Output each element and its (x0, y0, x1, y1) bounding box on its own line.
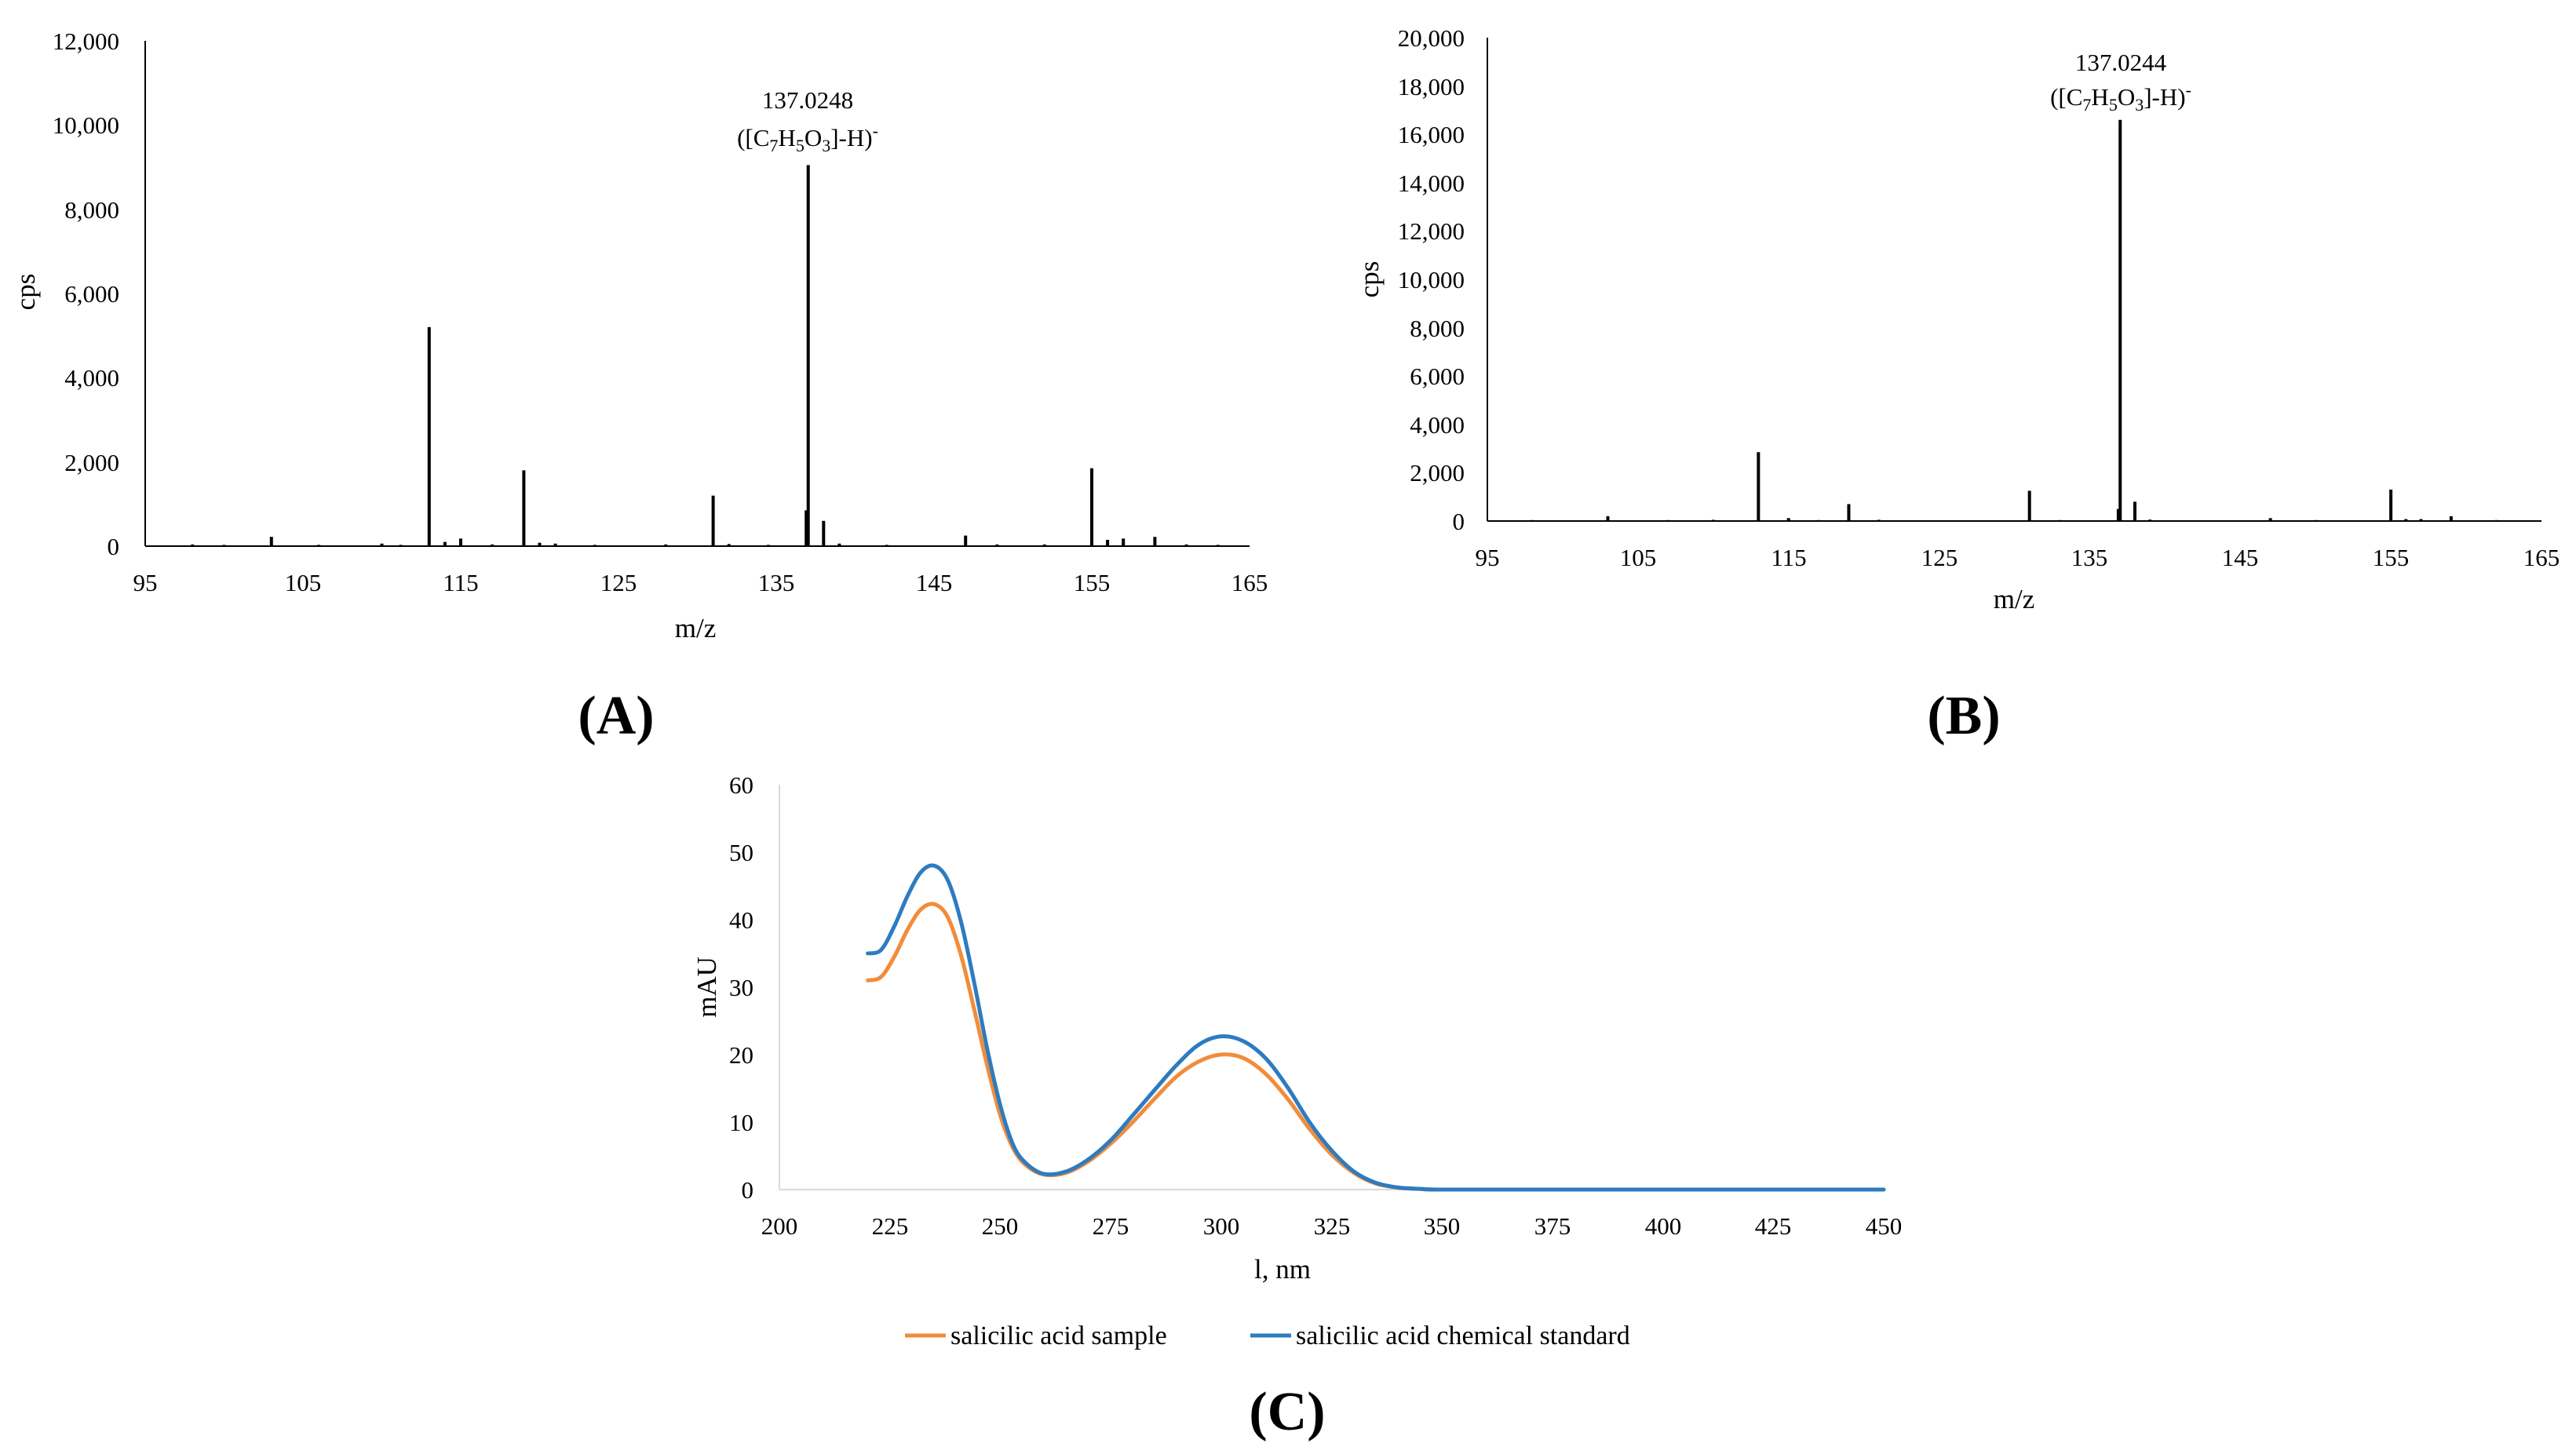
chart-a-ytick: 2,000 (64, 449, 119, 476)
chart-a-y-ticks: 0 2,000 4,000 6,000 8,000 10,000 12,000 (53, 27, 119, 560)
chart-c-xtick: 350 (1424, 1212, 1461, 1240)
chart-c-ytick: 40 (729, 906, 753, 934)
chart-b-ylabel: cps (1354, 261, 1385, 298)
chart-b-xtick: 115 (1771, 544, 1806, 571)
legend-label-sample: salicilic acid sample (950, 1321, 1167, 1350)
chart-c-ytick: 0 (742, 1176, 754, 1204)
chart-a-xtick: 145 (916, 569, 953, 596)
chart-b-y-ticks: 0 2,000 4,000 6,000 8,000 10,000 12,000 … (1398, 24, 1465, 535)
chart-b-x-ticks: 95 105 115 125 135 145 155 165 (1476, 544, 2560, 571)
chart-a-xtick: 165 (1231, 569, 1268, 596)
chart-a-ylabel: cps (10, 274, 41, 311)
chart-b-xtick: 95 (1476, 544, 1500, 571)
chart-a-xtick: 95 (133, 569, 158, 596)
chart-b-ytick: 6,000 (1410, 363, 1465, 390)
chart-c-xtick: 425 (1755, 1212, 1792, 1240)
chart-b-xtick: 145 (2222, 544, 2259, 571)
panel-label-b: (B) (1927, 686, 2000, 746)
chart-a-xtick: 135 (758, 569, 795, 596)
chart-c-xtick: 450 (1866, 1212, 1903, 1240)
chart-c-ytick: 30 (729, 974, 753, 1001)
chart-a-peak-mz-label: 137.0248 (762, 86, 853, 114)
chart-a-xtick: 115 (443, 569, 478, 596)
chart-c-ylabel: mAU (691, 957, 722, 1018)
chart-b-xtick: 125 (1921, 544, 1958, 571)
chart-c-xtick: 300 (1203, 1212, 1240, 1240)
chart-c-xtick: 200 (761, 1212, 798, 1240)
chart-a-ytick: 6,000 (64, 280, 119, 308)
chart-c-xtick: 325 (1314, 1212, 1351, 1240)
chart-b-peak-mz-label: 137.0244 (2075, 49, 2167, 76)
chart-a-ytick: 8,000 (64, 196, 119, 224)
chart-c-ytick: 10 (729, 1109, 753, 1136)
chart-c-ytick: 60 (729, 771, 753, 799)
chart-a-xtick: 155 (1074, 569, 1111, 596)
chart-c-ytick: 20 (729, 1041, 753, 1069)
chart-b-ytick: 20,000 (1398, 24, 1465, 52)
chart-b-ytick: 18,000 (1398, 73, 1465, 100)
legend-label-standard: salicilic acid chemical standard (1296, 1321, 1630, 1350)
chart-b-ytick: 10,000 (1398, 266, 1465, 293)
series-line-sample (866, 902, 1886, 1192)
chart-c-xtick: 400 (1645, 1212, 1682, 1240)
chart-b-xtick: 105 (1620, 544, 1657, 571)
chart-c-legend: salicilic acid sample salicilic acid che… (905, 1321, 1630, 1350)
chart-c-xtick: 275 (1093, 1212, 1129, 1240)
chart-b-ytick: 0 (1453, 508, 1465, 535)
chart-c-marks (866, 863, 1886, 1192)
chart-c-xtick: 375 (1534, 1212, 1571, 1240)
chart-b-ytick: 2,000 (1410, 459, 1465, 486)
chart-c: 0 10 20 30 40 50 60 200 225 250 275 300 … (691, 771, 1902, 1350)
chart-a: 0 2,000 4,000 6,000 8,000 10,000 12,000 … (10, 27, 1268, 643)
series-line-standard (866, 863, 1886, 1192)
chart-b-ytick: 8,000 (1410, 315, 1465, 342)
chart-c-ytick: 50 (729, 839, 753, 866)
chart-a-ytick: 0 (108, 533, 120, 560)
chart-b-ytick: 4,000 (1410, 411, 1465, 439)
chart-c-xtick: 250 (982, 1212, 1019, 1240)
chart-a-peak-formula-label: ([C7H5O3]-H)- (737, 121, 878, 155)
chart-a-marks (191, 165, 1220, 546)
chart-b-peak-formula-label: ([C7H5O3]-H)- (2050, 80, 2191, 115)
panel-label-c: (C) (1249, 1382, 1325, 1442)
chart-b-xlabel: m/z (1994, 584, 2034, 614)
chart-a-x-ticks: 95 105 115 125 135 145 155 165 (133, 569, 1268, 596)
chart-a-xtick: 105 (285, 569, 322, 596)
chart-c-xtick: 225 (872, 1212, 909, 1240)
chart-a-ytick: 4,000 (64, 364, 119, 392)
chart-a-xlabel: m/z (675, 613, 716, 643)
chart-b-xtick: 165 (2523, 544, 2560, 571)
chart-c-x-ticks: 200 225 250 275 300 325 350 375 400 425 … (761, 1212, 1903, 1240)
chart-b-xtick: 135 (2071, 544, 2108, 571)
chart-a-ytick: 10,000 (53, 111, 119, 139)
chart-b: 0 2,000 4,000 6,000 8,000 10,000 12,000 … (1354, 24, 2560, 614)
chart-b-ytick: 12,000 (1398, 217, 1465, 245)
chart-c-xlabel: l, nm (1254, 1254, 1311, 1285)
chart-b-ytick: 14,000 (1398, 169, 1465, 197)
chart-b-ytick: 16,000 (1398, 121, 1465, 148)
chart-a-ytick: 12,000 (53, 27, 119, 55)
chart-a-xtick: 125 (600, 569, 637, 596)
panel-label-a: (A) (578, 686, 654, 746)
chart-c-y-ticks: 0 10 20 30 40 50 60 (729, 771, 753, 1204)
chart-b-marks (1531, 119, 2498, 521)
chart-b-xtick: 155 (2373, 544, 2410, 571)
